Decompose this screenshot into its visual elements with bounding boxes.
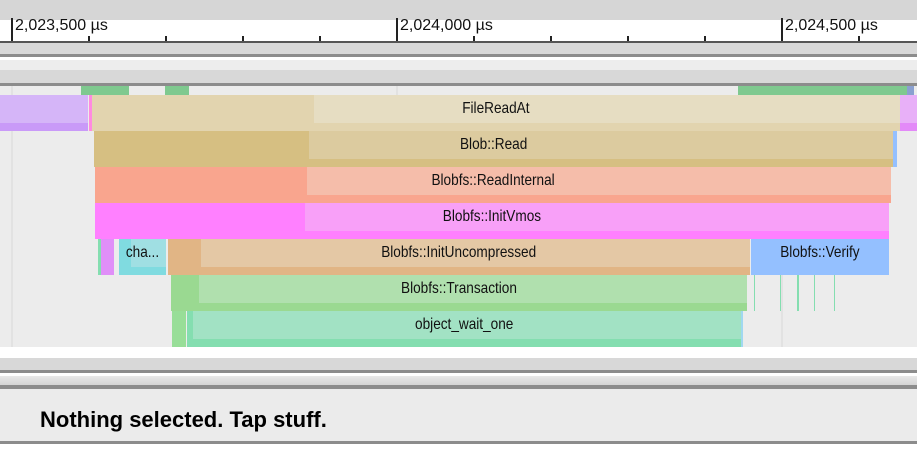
- tick-label: 2,023,500 µs: [15, 17, 108, 34]
- slice-filereadat[interactable]: FileReadAt: [92, 95, 900, 131]
- slice-blob-read[interactable]: Blob::Read: [93, 131, 893, 167]
- selection-status: Nothing selected. Tap stuff.: [40, 407, 327, 432]
- minor-tick: [550, 36, 552, 41]
- slice-label: Blob::Read: [459, 136, 527, 153]
- slice-object-wait-one[interactable]: object_wait_one: [186, 311, 742, 347]
- slice-highlight: [200, 239, 750, 267]
- slice[interactable]: [172, 311, 187, 347]
- slice-sliver[interactable]: [796, 275, 798, 311]
- minor-tick: [858, 36, 860, 41]
- process-track-header[interactable]: [0, 70, 917, 86]
- track-footer: [0, 347, 917, 358]
- slice[interactable]: [0, 95, 89, 131]
- track-header-band: [0, 43, 917, 57]
- minor-tick: [704, 36, 706, 41]
- slice-label: cha...: [125, 244, 160, 261]
- slice[interactable]: [892, 131, 898, 167]
- slice-sliver[interactable]: [834, 275, 836, 311]
- gridline: [11, 86, 13, 347]
- major-tick: [396, 18, 398, 41]
- timeline-top-bar: [0, 0, 917, 20]
- slice-sliver[interactable]: [798, 275, 800, 311]
- track-spacer: [0, 60, 917, 70]
- slice-blobfs-transaction[interactable]: Blobfs::Transaction: [170, 275, 747, 311]
- cpu-activity-bar[interactable]: [906, 86, 915, 95]
- slice-highlight: [306, 167, 892, 195]
- slice-highlight: [0, 95, 89, 123]
- slice[interactable]: [899, 95, 917, 131]
- slice-blobfs-initvmos[interactable]: Blobfs::InitVmos: [95, 203, 890, 239]
- slice-label: Blobfs::Transaction: [400, 280, 517, 297]
- minor-tick: [165, 36, 167, 41]
- details-panel: Nothing selected. Tap stuff.: [0, 389, 917, 444]
- slice-label: Blobfs::Verify: [780, 244, 860, 261]
- slice-sliver[interactable]: [813, 275, 815, 311]
- slice-blobfs-readinternal[interactable]: Blobfs::ReadInternal: [95, 167, 892, 203]
- slice-highlight: [192, 311, 742, 339]
- cpu-activity-bar[interactable]: [165, 86, 190, 95]
- cpu-activity-bar[interactable]: [738, 86, 907, 95]
- scroll-band: [0, 358, 917, 373]
- slice-highlight: [313, 95, 900, 123]
- slice-highlight: [309, 131, 893, 159]
- slice-sliver[interactable]: [754, 275, 756, 311]
- time-ruler[interactable]: 2,023,500 µs 2,024,000 µs 2,024,500 µs: [0, 17, 917, 43]
- tick-label: 2,024,500 µs: [785, 17, 878, 34]
- cpu-activity-bar[interactable]: [81, 86, 130, 95]
- slice[interactable]: [89, 95, 93, 131]
- slice-cha[interactable]: cha...: [119, 239, 166, 275]
- major-tick: [11, 18, 13, 41]
- slice-highlight: [199, 275, 747, 303]
- tick-label: 2,024,000 µs: [400, 17, 493, 34]
- slice[interactable]: [101, 239, 115, 275]
- slice-blobfs-verify[interactable]: Blobfs::Verify: [751, 239, 890, 275]
- slice-label: Blobfs::InitUncompressed: [381, 244, 537, 261]
- minor-tick: [319, 36, 321, 41]
- minor-tick: [88, 36, 90, 41]
- minor-tick: [473, 36, 475, 41]
- slice[interactable]: [98, 239, 102, 275]
- slice-highlight: [304, 203, 890, 231]
- slice-highlight: [899, 95, 917, 123]
- slice-sliver[interactable]: [779, 275, 781, 311]
- minor-tick: [627, 36, 629, 41]
- slice-label: object_wait_one: [414, 316, 514, 333]
- minor-tick: [242, 36, 244, 41]
- slice-highlight: [130, 239, 166, 267]
- slice-label: FileReadAt: [462, 100, 530, 117]
- slice-label: Blobfs::ReadInternal: [431, 172, 555, 189]
- slice-label: Blobfs::InitVmos: [442, 208, 542, 225]
- major-tick: [781, 18, 783, 41]
- slice[interactable]: [741, 311, 743, 347]
- panel-resize-handle[interactable]: [0, 376, 917, 389]
- slice-blobfs-inituncompressed[interactable]: Blobfs::InitUncompressed: [168, 239, 750, 275]
